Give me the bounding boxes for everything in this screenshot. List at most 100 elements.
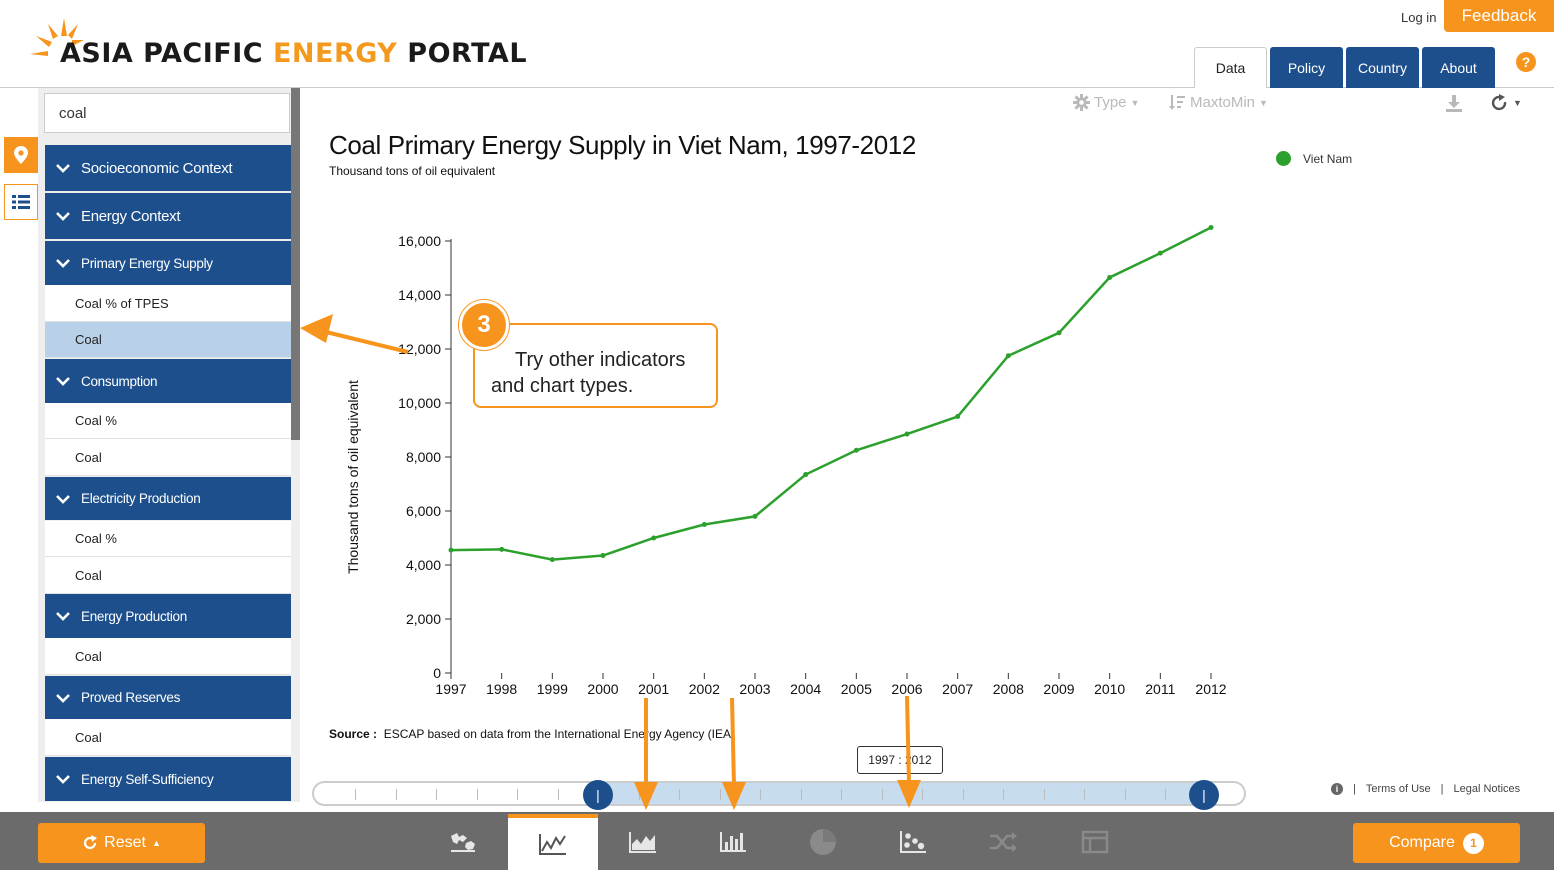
x-tick-label: 2002: [689, 681, 720, 697]
feedback-button[interactable]: Feedback: [1444, 0, 1554, 32]
chart-legend[interactable]: Viet Nam: [1276, 151, 1352, 166]
range-start-handle[interactable]: |: [583, 780, 613, 810]
indicator-item[interactable]: Coal % of TPES: [45, 285, 291, 322]
shuffle-icon: [990, 832, 1017, 852]
chart-type-shuffle-button[interactable]: [958, 814, 1048, 870]
logo-word-portal: PORTAL: [407, 38, 528, 69]
category-energy-self-sufficiency[interactable]: Energy Self-Sufficiency: [45, 757, 291, 801]
y-tick-label: 12,000: [398, 341, 441, 357]
reset-button[interactable]: Reset ▲: [38, 823, 205, 863]
header: ASIA PACIFIC ENERGY PORTAL Log in Feedba…: [0, 0, 1554, 88]
y-tick-label: 16,000: [398, 233, 441, 249]
sun-logo-icon: [30, 18, 84, 56]
legend-label: Viet Nam: [1303, 151, 1353, 166]
chart-type-table-button[interactable]: [1050, 814, 1140, 870]
x-tick-label: 2007: [942, 681, 973, 697]
data-point: [1208, 225, 1214, 230]
source-text: ESCAP based on data from the Internation…: [383, 727, 736, 741]
indicator-list-tab[interactable]: [4, 184, 38, 220]
indicator-item[interactable]: Coal: [45, 638, 291, 675]
range-label: 1997 : 2012: [857, 746, 943, 774]
chart-type-map-button[interactable]: [418, 814, 508, 870]
table-icon: [1081, 830, 1109, 854]
range-tick: [881, 789, 883, 800]
range-tick: [476, 789, 478, 800]
indicator-item-selected[interactable]: Coal: [45, 322, 291, 358]
help-icon[interactable]: ?: [1516, 52, 1536, 72]
x-tick-label: 2000: [587, 681, 618, 697]
range-tick: [517, 789, 518, 800]
category-proved-reserves[interactable]: Proved Reserves: [45, 676, 291, 719]
category-energy-production[interactable]: Energy Production: [45, 594, 291, 638]
category-consumption[interactable]: Consumption: [45, 359, 291, 403]
sort-label: MaxtoMin: [1190, 94, 1256, 111]
gear-icon: [1073, 94, 1090, 111]
range-tick: [841, 789, 842, 800]
logo-word-energy: ENERGY: [272, 38, 398, 69]
category-electricity-production[interactable]: Electricity Production: [45, 477, 291, 520]
tab-policy[interactable]: Policy: [1270, 47, 1343, 88]
y-tick-label: 10,000: [398, 395, 441, 411]
info-icon[interactable]: i: [1331, 783, 1343, 795]
terms-of-use-link[interactable]: Terms of Use: [1365, 783, 1431, 795]
category-socioeconomic-context[interactable]: Socioeconomic Context: [45, 145, 291, 191]
footer-separator: |: [1440, 783, 1444, 795]
sort-dropdown[interactable]: MaxtoMin ▼: [1169, 94, 1268, 111]
range-end-handle[interactable]: |: [1189, 780, 1219, 810]
login-link[interactable]: Log in: [1401, 10, 1437, 25]
tab-about[interactable]: About: [1422, 47, 1495, 88]
indicator-search-input[interactable]: coal: [44, 93, 290, 133]
indicator-item[interactable]: Coal: [45, 557, 291, 594]
x-tick-label: 2005: [841, 681, 872, 697]
data-point: [853, 447, 859, 453]
chart-subtitle: Thousand tons of oil equivalent: [329, 164, 496, 178]
indicator-item[interactable]: Coal %: [45, 403, 291, 439]
category-label: Energy Context: [81, 207, 181, 225]
chevron-down-icon: [45, 258, 81, 268]
range-tick: [719, 789, 721, 800]
legal-notices-link[interactable]: Legal Notices: [1453, 783, 1521, 795]
map-icon: [451, 833, 475, 852]
logo-word-asia-pacific: ASIA PACIFIC: [60, 38, 264, 69]
range-tick: [760, 789, 761, 800]
pie-chart-icon: [810, 829, 836, 855]
download-icon: [1446, 95, 1462, 112]
series-line: [450, 226, 1212, 561]
chart-type-bar-button[interactable]: [688, 814, 778, 870]
data-point: [701, 522, 707, 527]
tab-country[interactable]: Country: [1346, 47, 1419, 88]
sidebar-scrollbar[interactable]: [291, 88, 300, 440]
data-point: [1056, 330, 1062, 336]
category-energy-context[interactable]: Energy Context: [45, 193, 291, 239]
tutorial-callout: Try other indicators and chart types.: [473, 323, 718, 408]
download-button[interactable]: [1445, 94, 1463, 112]
chart-type-line-button[interactable]: [508, 814, 598, 870]
tab-data[interactable]: Data: [1194, 47, 1267, 88]
chevron-down-icon: [45, 376, 81, 386]
compare-button[interactable]: Compare 1: [1353, 823, 1520, 863]
x-tick-label: 1997: [435, 681, 466, 697]
y-tick-label: 14,000: [398, 287, 441, 303]
chevron-down-icon: [45, 693, 81, 703]
map-pin-tab[interactable]: [4, 137, 38, 173]
y-tick-label: 6,000: [406, 503, 441, 519]
data-point: [651, 535, 657, 541]
range-tick: [922, 789, 923, 800]
chart-type-pie-button[interactable]: [778, 814, 868, 870]
chart-type-dropdown[interactable]: Type ▼: [1073, 94, 1139, 111]
indicator-item[interactable]: Coal: [45, 439, 291, 476]
data-point: [600, 553, 606, 559]
year-range-selection[interactable]: [597, 783, 1205, 804]
range-tick: [557, 789, 559, 800]
indicator-item[interactable]: Coal: [45, 719, 291, 756]
chart-type-scatter-button[interactable]: [868, 814, 958, 870]
x-tick-label: 2010: [1094, 681, 1125, 697]
x-tick-label: 2003: [739, 681, 770, 697]
share-dropdown[interactable]: ▼: [1491, 94, 1522, 112]
area-chart-icon: [629, 832, 656, 853]
indicator-item[interactable]: Coal %: [45, 521, 291, 557]
x-tick-label: 2001: [638, 681, 669, 697]
category-primary-energy-supply[interactable]: Primary Energy Supply: [45, 241, 291, 285]
chart-type-area-button[interactable]: [598, 814, 688, 870]
